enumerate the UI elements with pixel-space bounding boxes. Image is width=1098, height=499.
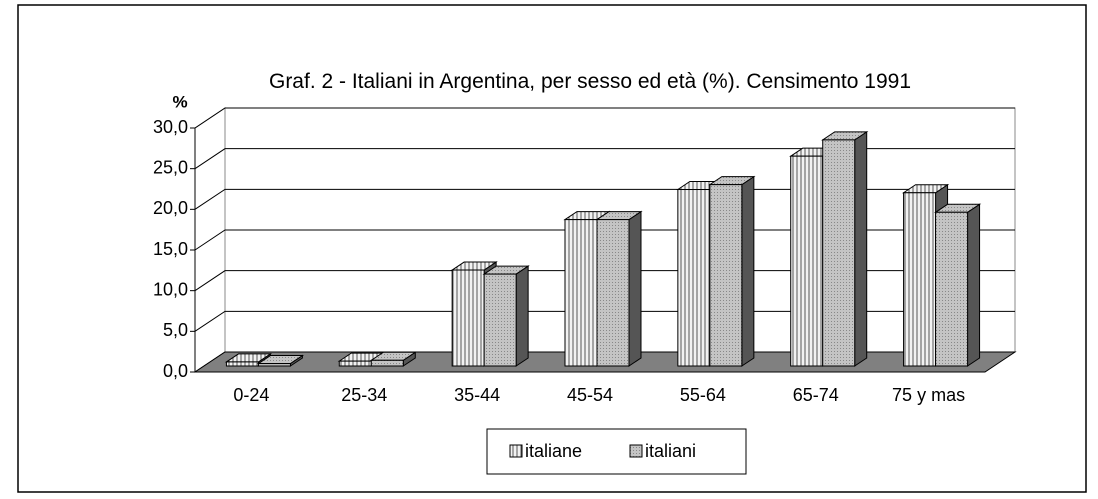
bar-front	[338, 360, 372, 367]
grid-line	[194, 148, 1015, 170]
y-tick-label: 30,0	[153, 117, 188, 137]
bar-side	[854, 130, 868, 367]
grid-line	[194, 107, 1015, 129]
x-tick-label: 0-24	[233, 385, 269, 405]
y-tick-label: 25,0	[153, 157, 188, 177]
bar-side	[515, 265, 529, 367]
bar-front	[225, 361, 259, 367]
legend-box	[486, 428, 747, 475]
bar-front	[903, 192, 937, 367]
y-axis-label: %	[172, 92, 187, 111]
bar-front	[677, 189, 711, 367]
y-tick-label: 0,0	[163, 361, 188, 381]
bar	[256, 354, 305, 367]
bar-side	[741, 175, 755, 367]
bar-front	[822, 139, 856, 367]
x-tick-label: 35-44	[454, 385, 500, 405]
y-tick-label: 10,0	[153, 279, 188, 299]
legend-swatch	[629, 444, 643, 458]
x-tick-label: 25-34	[341, 385, 387, 405]
y-tick-label: 20,0	[153, 198, 188, 218]
bar-front	[935, 211, 969, 367]
bar-front	[257, 363, 291, 367]
legend-label: italiani	[645, 441, 696, 461]
bar-front	[483, 273, 517, 367]
bar-front	[709, 184, 743, 367]
bar	[821, 130, 869, 367]
x-tick-label: 75 y mas	[892, 385, 965, 405]
bar	[369, 351, 417, 367]
bar	[595, 210, 643, 367]
y-tick-label: 5,0	[163, 320, 188, 340]
y-tick-label: 15,0	[153, 239, 188, 259]
bar-front	[564, 219, 598, 367]
bar-front	[370, 359, 404, 367]
bar-side	[967, 203, 981, 367]
bar-front	[596, 219, 630, 367]
x-tick-label: 65-74	[793, 385, 839, 405]
bar-side	[628, 210, 642, 367]
bar	[933, 203, 982, 367]
x-tick-label: 55-64	[680, 385, 726, 405]
chart-title: Graf. 2 - Italiani in Argentina, per ses…	[268, 70, 911, 93]
chart-border	[17, 4, 1087, 493]
legend-label: italiane	[525, 441, 582, 461]
bar	[708, 175, 756, 367]
bar	[482, 265, 530, 367]
bar-front	[790, 155, 824, 367]
bar-front	[451, 269, 485, 367]
legend-swatch	[509, 444, 523, 458]
x-tick-label: 45-54	[567, 385, 613, 405]
